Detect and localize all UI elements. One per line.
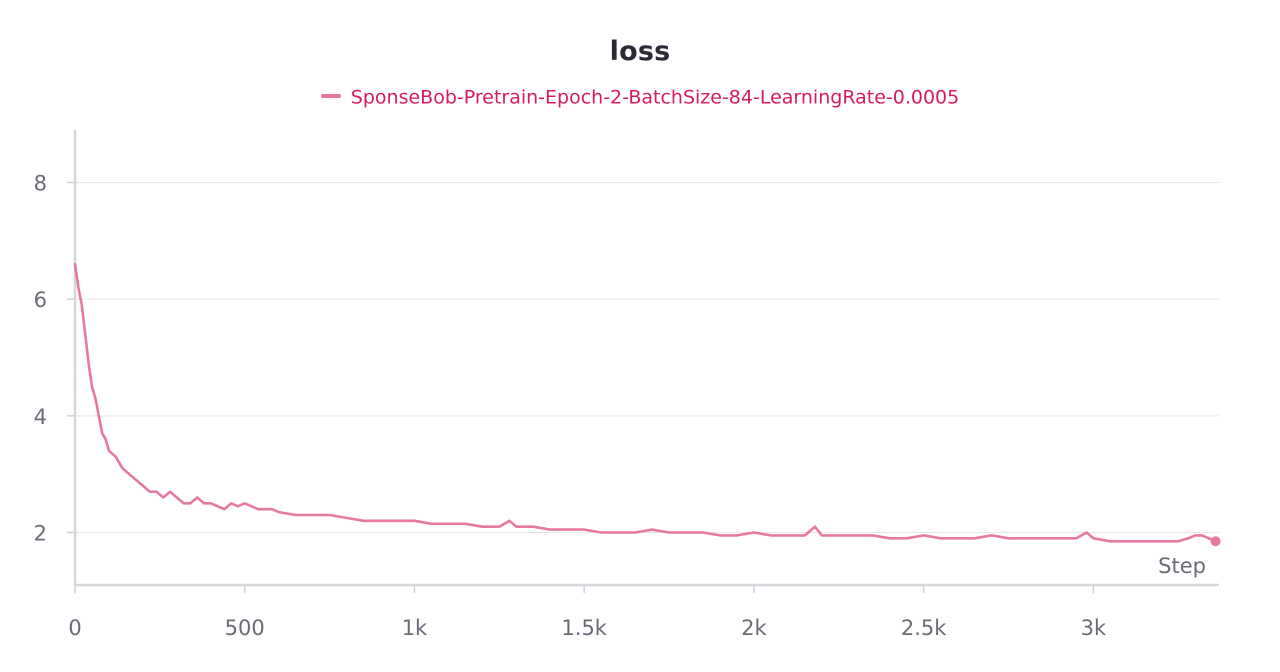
legend-swatch xyxy=(320,93,341,98)
x-tick-label: 2.5k xyxy=(901,616,947,640)
x-axis-title: Step xyxy=(1158,554,1206,578)
series-endpoint xyxy=(1210,536,1221,547)
x-tick-label: 1.5k xyxy=(561,616,607,640)
y-tick-label: 4 xyxy=(34,405,47,429)
y-tick-label: 6 xyxy=(34,288,47,312)
legend[interactable]: SponseBob-Pretrain-Epoch-2-BatchSize-84-… xyxy=(0,86,1280,109)
x-tick-label: 2k xyxy=(741,616,767,640)
x-tick-label: 500 xyxy=(225,616,265,640)
x-tick-label: 3k xyxy=(1081,616,1107,640)
legend-series-label[interactable]: SponseBob-Pretrain-Epoch-2-BatchSize-84-… xyxy=(350,86,960,109)
x-tick-label: 0 xyxy=(68,616,81,640)
chart-title: loss xyxy=(609,36,671,67)
x-tick-label: 1k xyxy=(402,616,428,640)
y-tick-label: 8 xyxy=(34,172,47,196)
series-line xyxy=(73,262,1217,543)
y-tick-label: 2 xyxy=(34,522,47,546)
